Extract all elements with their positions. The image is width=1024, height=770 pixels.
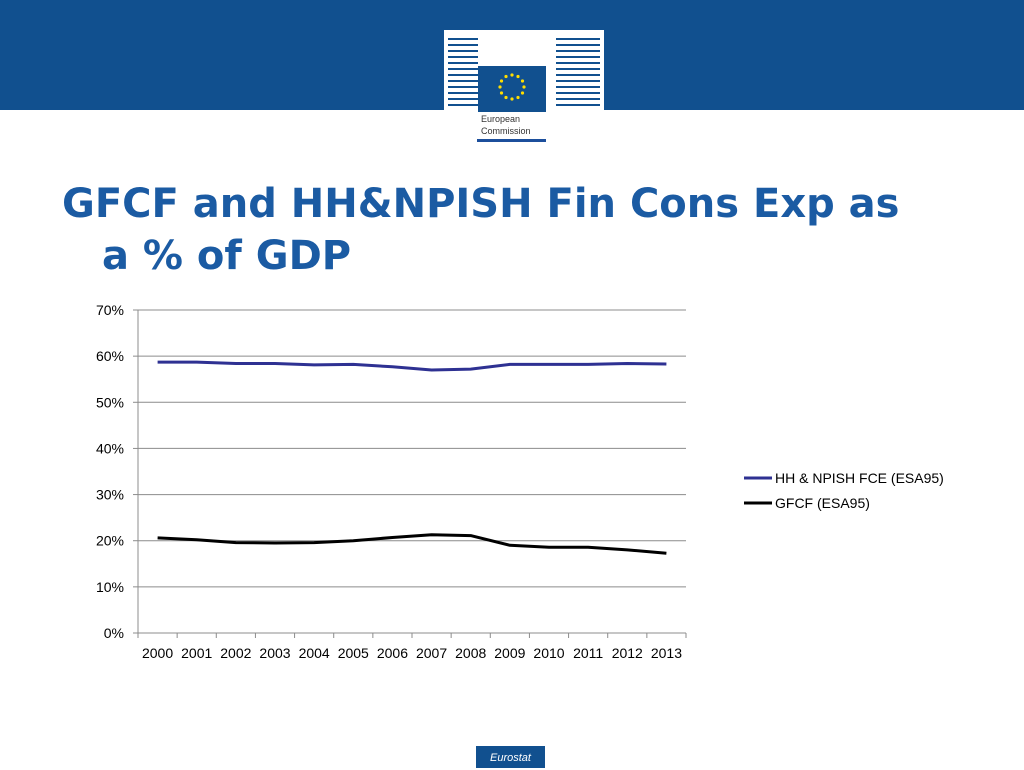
legend-label-2: GFCF (ESA95) [775, 495, 870, 511]
x-tick-label: 2010 [533, 645, 564, 661]
x-tick-label: 2001 [181, 645, 212, 661]
x-tick-label: 2005 [338, 645, 369, 661]
x-tick-label: 2004 [299, 645, 330, 661]
logo-line-2: Commission [481, 126, 531, 136]
y-tick-label: 0% [104, 625, 124, 641]
y-tick-label: 20% [96, 533, 124, 549]
gridlines [138, 309, 686, 588]
legend: HH & NPISH FCE (ESA95) GFCF (ESA95) [744, 470, 944, 511]
logo-text: European Commission [481, 113, 551, 137]
series-line-2 [157, 533, 667, 555]
x-tick-label: 2007 [416, 645, 447, 661]
x-tick-label: 2002 [220, 645, 251, 661]
european-commission-logo [444, 30, 604, 112]
title-line-1: GFCF and HH&NPISH Fin Cons Exp as [62, 181, 900, 227]
series-lines [157, 360, 667, 555]
y-tick-label: 50% [96, 394, 124, 410]
logo-line-1: European [481, 114, 521, 124]
slide-title: GFCF and HH&NPISH Fin Cons Exp as a % of … [62, 178, 982, 282]
x-tick-labels: 2000 2001 2002 2003 2004 2005 2006 2007 2008 2009… [142, 645, 682, 661]
series-line-1 [157, 360, 667, 372]
y-tick-labels: 0% 10% 20% 30% 40% 50% 60% 70% [96, 302, 124, 641]
y-tick-label: 60% [96, 348, 124, 364]
title-line-2: a % of GDP [102, 233, 352, 279]
x-tick-label: 2013 [651, 645, 682, 661]
x-tick-label: 2008 [455, 645, 486, 661]
x-tick-label: 2000 [142, 645, 173, 661]
eu-stars-icon [498, 73, 526, 101]
x-tick-label: 2003 [259, 645, 290, 661]
y-tick-label: 40% [96, 440, 124, 456]
y-tick-label: 10% [96, 579, 124, 595]
eurostat-badge: Eurostat [476, 746, 545, 768]
legend-label-1: HH & NPISH FCE (ESA95) [775, 470, 944, 486]
axes [133, 309, 687, 638]
x-tick-label: 2012 [612, 645, 643, 661]
logo-underline [477, 139, 546, 142]
y-tick-label: 30% [96, 487, 124, 503]
x-tick-label: 2006 [377, 645, 408, 661]
x-tick-label: 2011 [573, 645, 603, 661]
y-tick-label: 70% [96, 302, 124, 318]
x-tick-label: 2009 [494, 645, 525, 661]
